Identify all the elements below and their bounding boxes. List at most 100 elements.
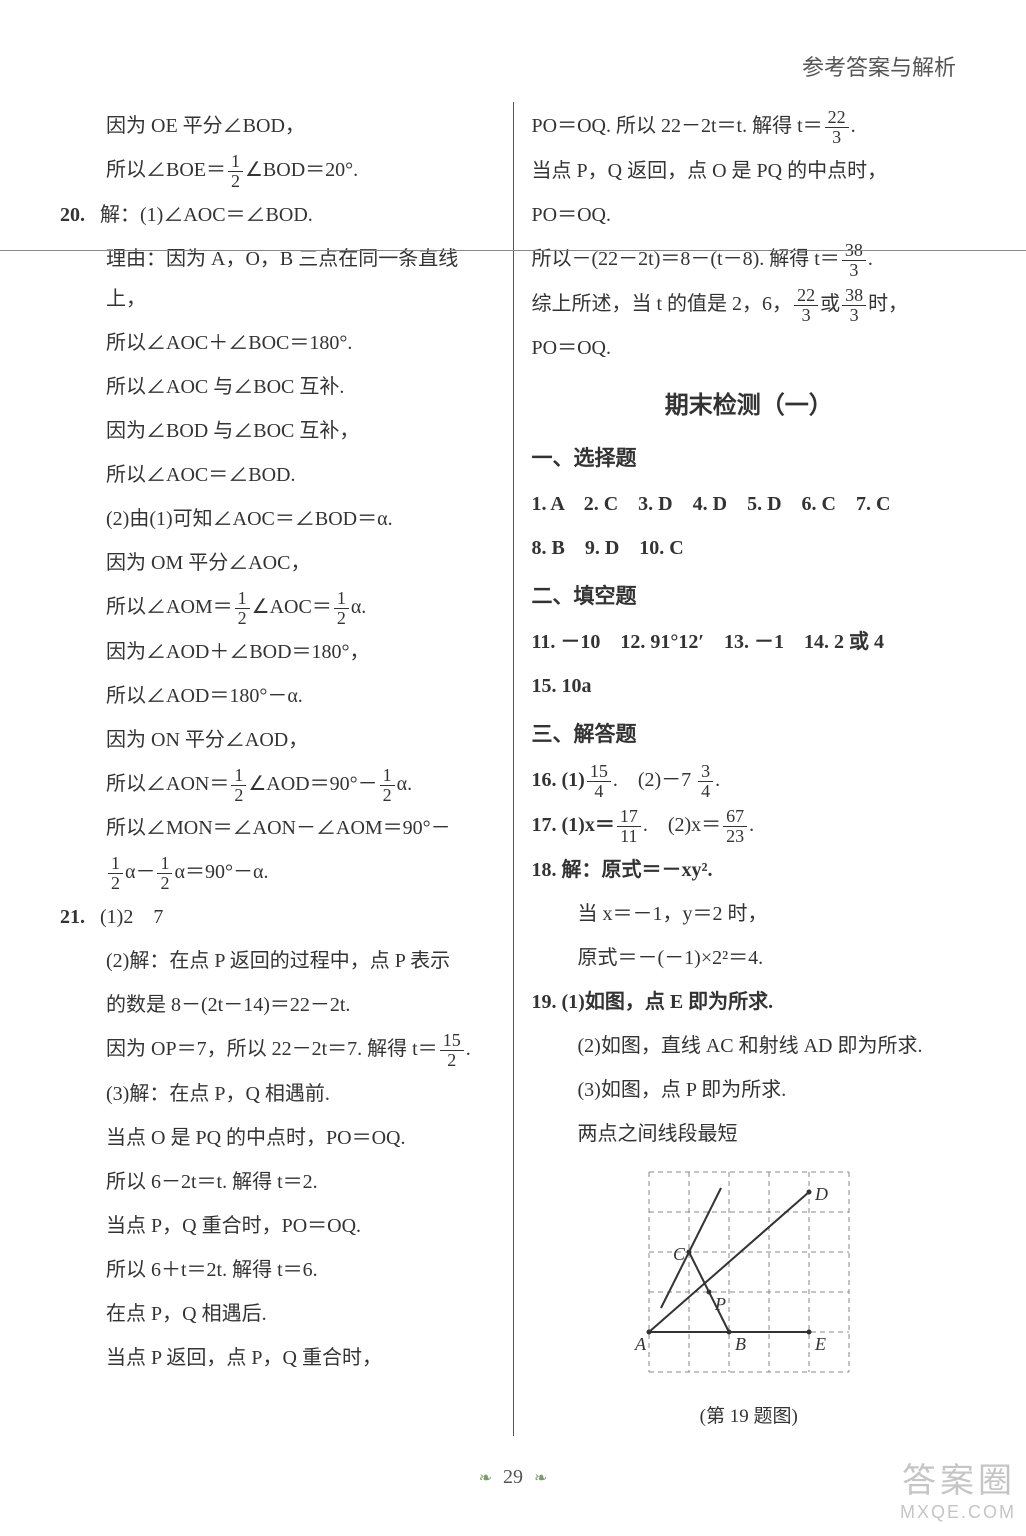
text: 解：(1)∠AOC＝∠BOD.: [100, 204, 313, 226]
fraction: 152: [440, 1031, 464, 1070]
text: 18. 解：原式＝－xy².: [532, 859, 713, 881]
right-column: PO＝OQ. 所以 22－2t＝t. 解得 t＝223. 当点 P，Q 返回，点…: [514, 102, 967, 1436]
fraction: 12: [334, 589, 349, 628]
horizontal-rule: [0, 250, 1026, 251]
text: . (2)－7: [613, 769, 691, 791]
text: 17. (1)x＝: [532, 814, 615, 836]
text: 所以－(22－2t)＝8－(t－8). 解得 t＝: [532, 248, 840, 270]
text-line: 15. 10a: [532, 666, 967, 706]
text-line: 综上所述，当 t 的值是 2，6，223或383时，: [532, 284, 967, 325]
fraction: 12: [235, 589, 250, 628]
text: PO＝OQ. 所以 22－2t＝t. 解得 t＝: [532, 115, 823, 137]
page: 参考答案与解析 因为 OE 平分∠BOD， 所以∠BOE＝12∠BOD＝20°.…: [0, 0, 1026, 1529]
text-line: (2)解：在点 P 返回的过程中，点 P 表示: [60, 941, 495, 981]
text: 所以∠BOE＝: [106, 159, 226, 181]
text-line: 当点 P，Q 返回，点 O 是 PQ 的中点时，: [532, 151, 967, 191]
text-line: 所以∠AON＝12∠AOD＝90°－12α.: [60, 764, 495, 805]
text-line: 所以 6＋t＝2t. 解得 t＝6.: [60, 1250, 495, 1290]
watermark-text: 答案圈: [900, 1453, 1016, 1502]
left-column: 因为 OE 平分∠BOD， 所以∠BOE＝12∠BOD＝20°. 20.解：(1…: [60, 102, 514, 1436]
text: 因为 OP＝7，所以 22－2t＝7. 解得 t＝: [106, 1038, 438, 1060]
text-line: 原式＝－(－1)×2²＝4.: [532, 938, 967, 978]
question-number: 21.: [60, 897, 100, 937]
fraction: 383: [842, 286, 866, 325]
text-line: (2)如图，直线 AC 和射线 AD 即为所求.: [532, 1026, 967, 1066]
text-line: PO＝OQ.: [532, 328, 967, 368]
text-line: 1. A 2. C 3. D 4. D 5. D 6. C 7. C: [532, 484, 967, 524]
text-line: 因为 OM 平分∠AOC，: [60, 543, 495, 583]
text: .: [466, 1038, 471, 1060]
text: .: [851, 115, 856, 137]
text-line: 两点之间线段最短: [532, 1114, 967, 1154]
svg-text:P: P: [714, 1294, 726, 1314]
text-line: 所以∠MON＝∠AON－∠AOM＝90°－: [60, 808, 495, 848]
fraction: 6723: [723, 807, 747, 846]
fraction: 154: [587, 762, 611, 801]
text-line: 因为 OP＝7，所以 22－2t＝7. 解得 t＝152.: [60, 1029, 495, 1070]
page-number: 29: [503, 1466, 523, 1488]
text-line: 所以∠AOM＝12∠AOC＝12α.: [60, 587, 495, 628]
text-line: 所以∠AOC 与∠BOC 互补.: [60, 367, 495, 407]
watermark: 答案圈 MXQE.COM: [900, 1453, 1016, 1523]
text-line: (3)解：在点 P，Q 相遇前.: [60, 1074, 495, 1114]
text: ∠AOD＝90°－: [248, 773, 377, 795]
fraction: 12: [228, 152, 243, 191]
text-line: 所以∠BOE＝12∠BOD＝20°.: [60, 150, 495, 191]
svg-text:E: E: [814, 1334, 826, 1354]
fraction: 12: [231, 766, 246, 805]
text-line: 所以∠AOC＝∠BOD.: [60, 455, 495, 495]
text-line: 因为 OE 平分∠BOD，: [60, 106, 495, 146]
page-header: 参考答案与解析: [60, 50, 966, 82]
text: 时，: [868, 293, 908, 315]
section-title: 期末检测（一）: [532, 382, 967, 430]
text-line: 当点 P 返回，点 P，Q 重合时，: [60, 1338, 495, 1378]
page-footer: ❧ 29 ❧: [60, 1466, 966, 1489]
fraction: 12: [157, 854, 172, 893]
text-line: 20.解：(1)∠AOC＝∠BOD.: [60, 195, 495, 235]
fraction: 223: [794, 286, 818, 325]
text: .: [868, 248, 873, 270]
fraction: 223: [825, 108, 849, 147]
figure-caption: (第 19 题图): [532, 1398, 967, 1436]
fraction: 12: [380, 766, 395, 805]
text-line: 所以∠AOC＋∠BOC＝180°.: [60, 323, 495, 363]
text: α.: [397, 773, 412, 795]
svg-text:A: A: [634, 1334, 647, 1354]
text-line: PO＝OQ.: [532, 195, 967, 235]
text-line: (3)如图，点 P 即为所求.: [532, 1070, 967, 1110]
text-line: 21.(1)2 7: [60, 897, 495, 937]
text-line: 在点 P，Q 相遇后.: [60, 1294, 495, 1334]
text: 所以∠AOM＝: [106, 596, 233, 618]
text: 所以∠AON＝: [106, 773, 229, 795]
geometry-diagram: ABEPCD: [619, 1162, 879, 1392]
text: ∠AOC＝: [252, 596, 332, 618]
text: (1)2 7: [100, 906, 163, 928]
text-line: 因为 ON 平分∠AOD，: [60, 720, 495, 760]
text-line: 12α－12α＝90°－α.: [60, 852, 495, 893]
text-line: (2)由(1)可知∠AOC＝∠BOD＝α.: [60, 499, 495, 539]
decoration-icon: ❧: [479, 1470, 492, 1487]
subsection-heading: 二、填空题: [532, 576, 967, 618]
svg-text:C: C: [673, 1244, 686, 1264]
svg-text:D: D: [814, 1184, 828, 1204]
text-line: 因为∠BOD 与∠BOC 互补，: [60, 411, 495, 451]
text: 19. (1)如图，点 E 即为所求.: [532, 991, 774, 1013]
watermark-url: MXQE.COM: [900, 1502, 1016, 1523]
fraction: 12: [108, 854, 123, 893]
text-line: 18. 解：原式＝－xy².: [532, 850, 967, 890]
text: 或: [820, 293, 840, 315]
text: . (2)x＝: [643, 814, 721, 836]
text-line: 当点 O 是 PQ 的中点时，PO＝OQ.: [60, 1118, 495, 1158]
text-line: 19. (1)如图，点 E 即为所求.: [532, 982, 967, 1022]
text-line: 的数是 8－(2t－14)＝22－2t.: [60, 985, 495, 1025]
text-line: 所以∠AOD＝180°－α.: [60, 676, 495, 716]
fraction: 1711: [617, 807, 641, 846]
text-line: 11. －10 12. 91°12′ 13. －1 14. 2 或 4: [532, 622, 967, 662]
text: α－: [125, 861, 155, 883]
text-line: 当点 P，Q 重合时，PO＝OQ.: [60, 1206, 495, 1246]
text: 16. (1): [532, 769, 585, 791]
decoration-icon: ❧: [534, 1470, 547, 1487]
text-line: 所以－(22－2t)＝8－(t－8). 解得 t＝383.: [532, 239, 967, 280]
text-line: PO＝OQ. 所以 22－2t＝t. 解得 t＝223.: [532, 106, 967, 147]
fraction: 34: [698, 762, 713, 801]
